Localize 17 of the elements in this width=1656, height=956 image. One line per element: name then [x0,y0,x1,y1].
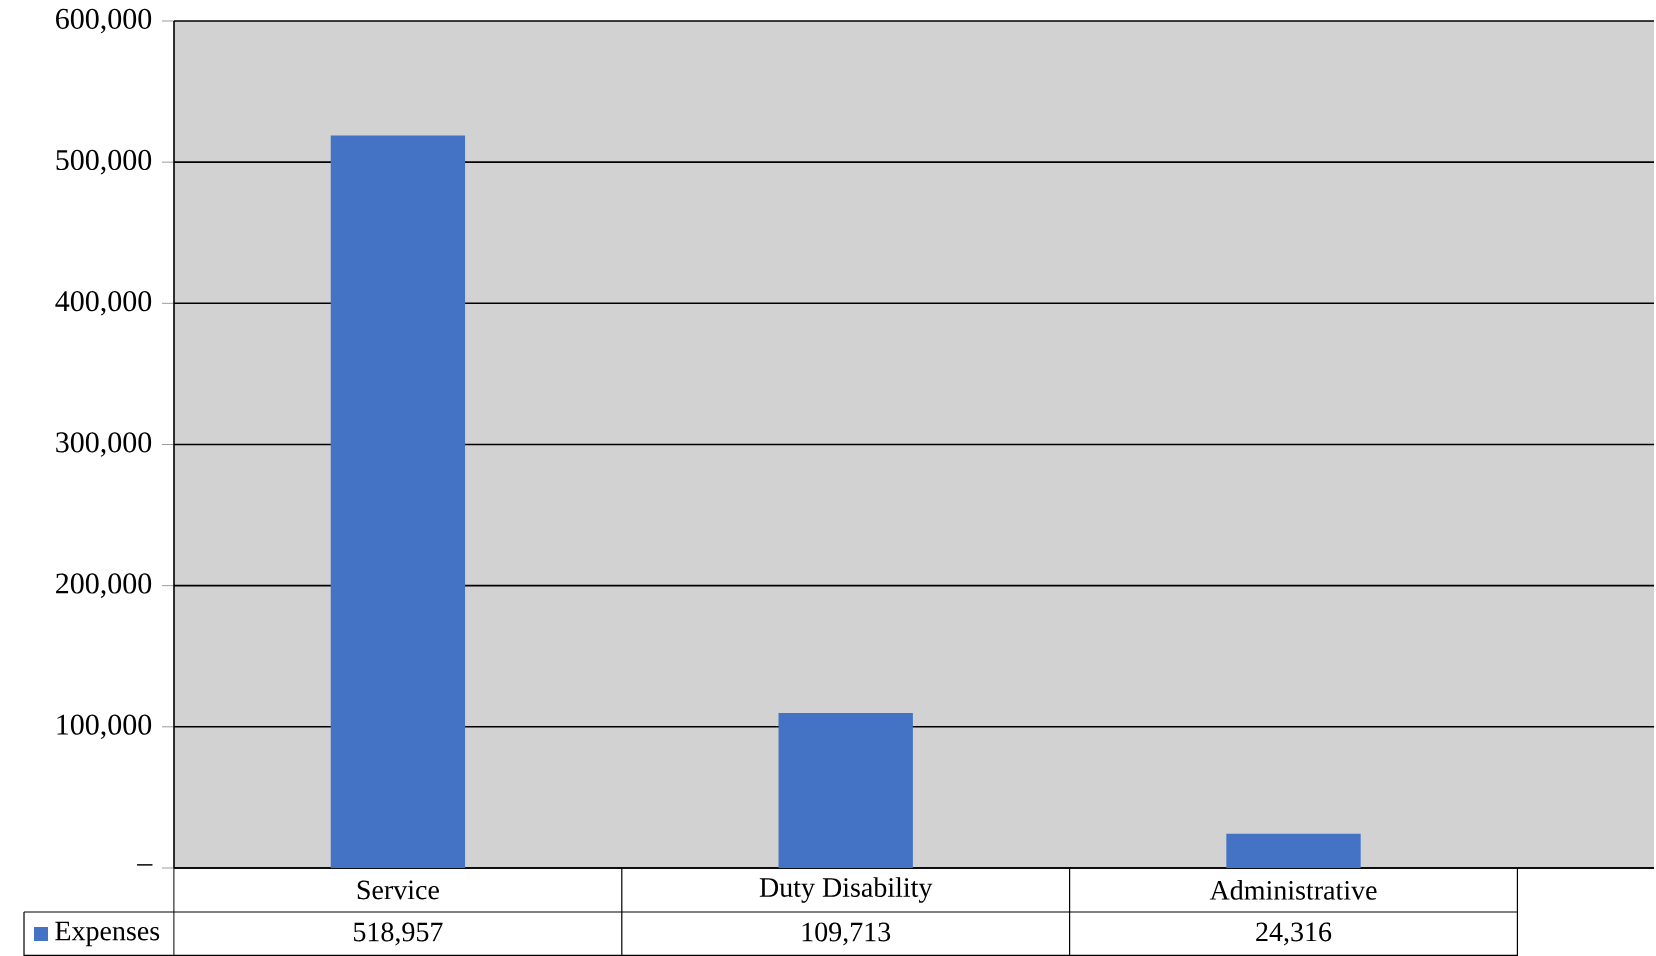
legend-label: Expenses [55,921,160,947]
data-label: 109,713 [802,922,891,946]
y-tick-label: 100,000 [57,714,152,740]
bar [330,135,466,868]
data-label: 24,316 [1256,922,1332,946]
x-tick-label: Duty Disability [759,877,933,903]
x-tick-label: Service [357,880,439,900]
x-tick-label: Administrative [1209,880,1377,900]
y-tick-label: 300,000 [56,432,152,457]
y-tick-label: 500,000 [56,149,152,175]
y-tick-label: 200,000 [56,573,152,598]
bar [778,713,913,868]
y-tick-label: 600,000 [56,8,152,34]
data-label: 518,957 [354,922,443,946]
y-tick-label: 400,000 [55,291,152,316]
y-tick-label: – [137,864,153,866]
bar [1226,833,1361,868]
